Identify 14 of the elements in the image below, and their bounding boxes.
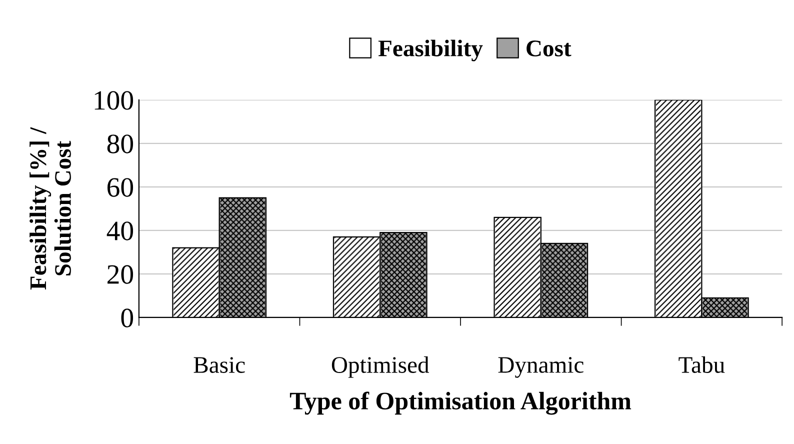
y-tick-label: 20 bbox=[108, 265, 134, 284]
y-tick-label: 60 bbox=[108, 178, 134, 197]
y-axis-title: Feasibility [%] / Solution Cost bbox=[30, 127, 72, 290]
y-tick-label: 0 bbox=[121, 308, 134, 328]
legend-label: Cost bbox=[526, 40, 572, 56]
y-tick-label: 80 bbox=[107, 134, 134, 154]
x-tick-label: Dynamic bbox=[498, 357, 584, 378]
y-tick-label: 40 bbox=[106, 222, 134, 240]
legend-label: Feasibility bbox=[378, 40, 483, 62]
y-tick-label: 100 bbox=[94, 91, 134, 110]
x-axis-title: Type of Optimisation Algorithm bbox=[290, 392, 632, 415]
x-tick-label: Basic bbox=[194, 357, 245, 373]
x-tick-label: Optimised bbox=[332, 356, 430, 378]
x-tick-label: Tabu bbox=[678, 356, 725, 373]
